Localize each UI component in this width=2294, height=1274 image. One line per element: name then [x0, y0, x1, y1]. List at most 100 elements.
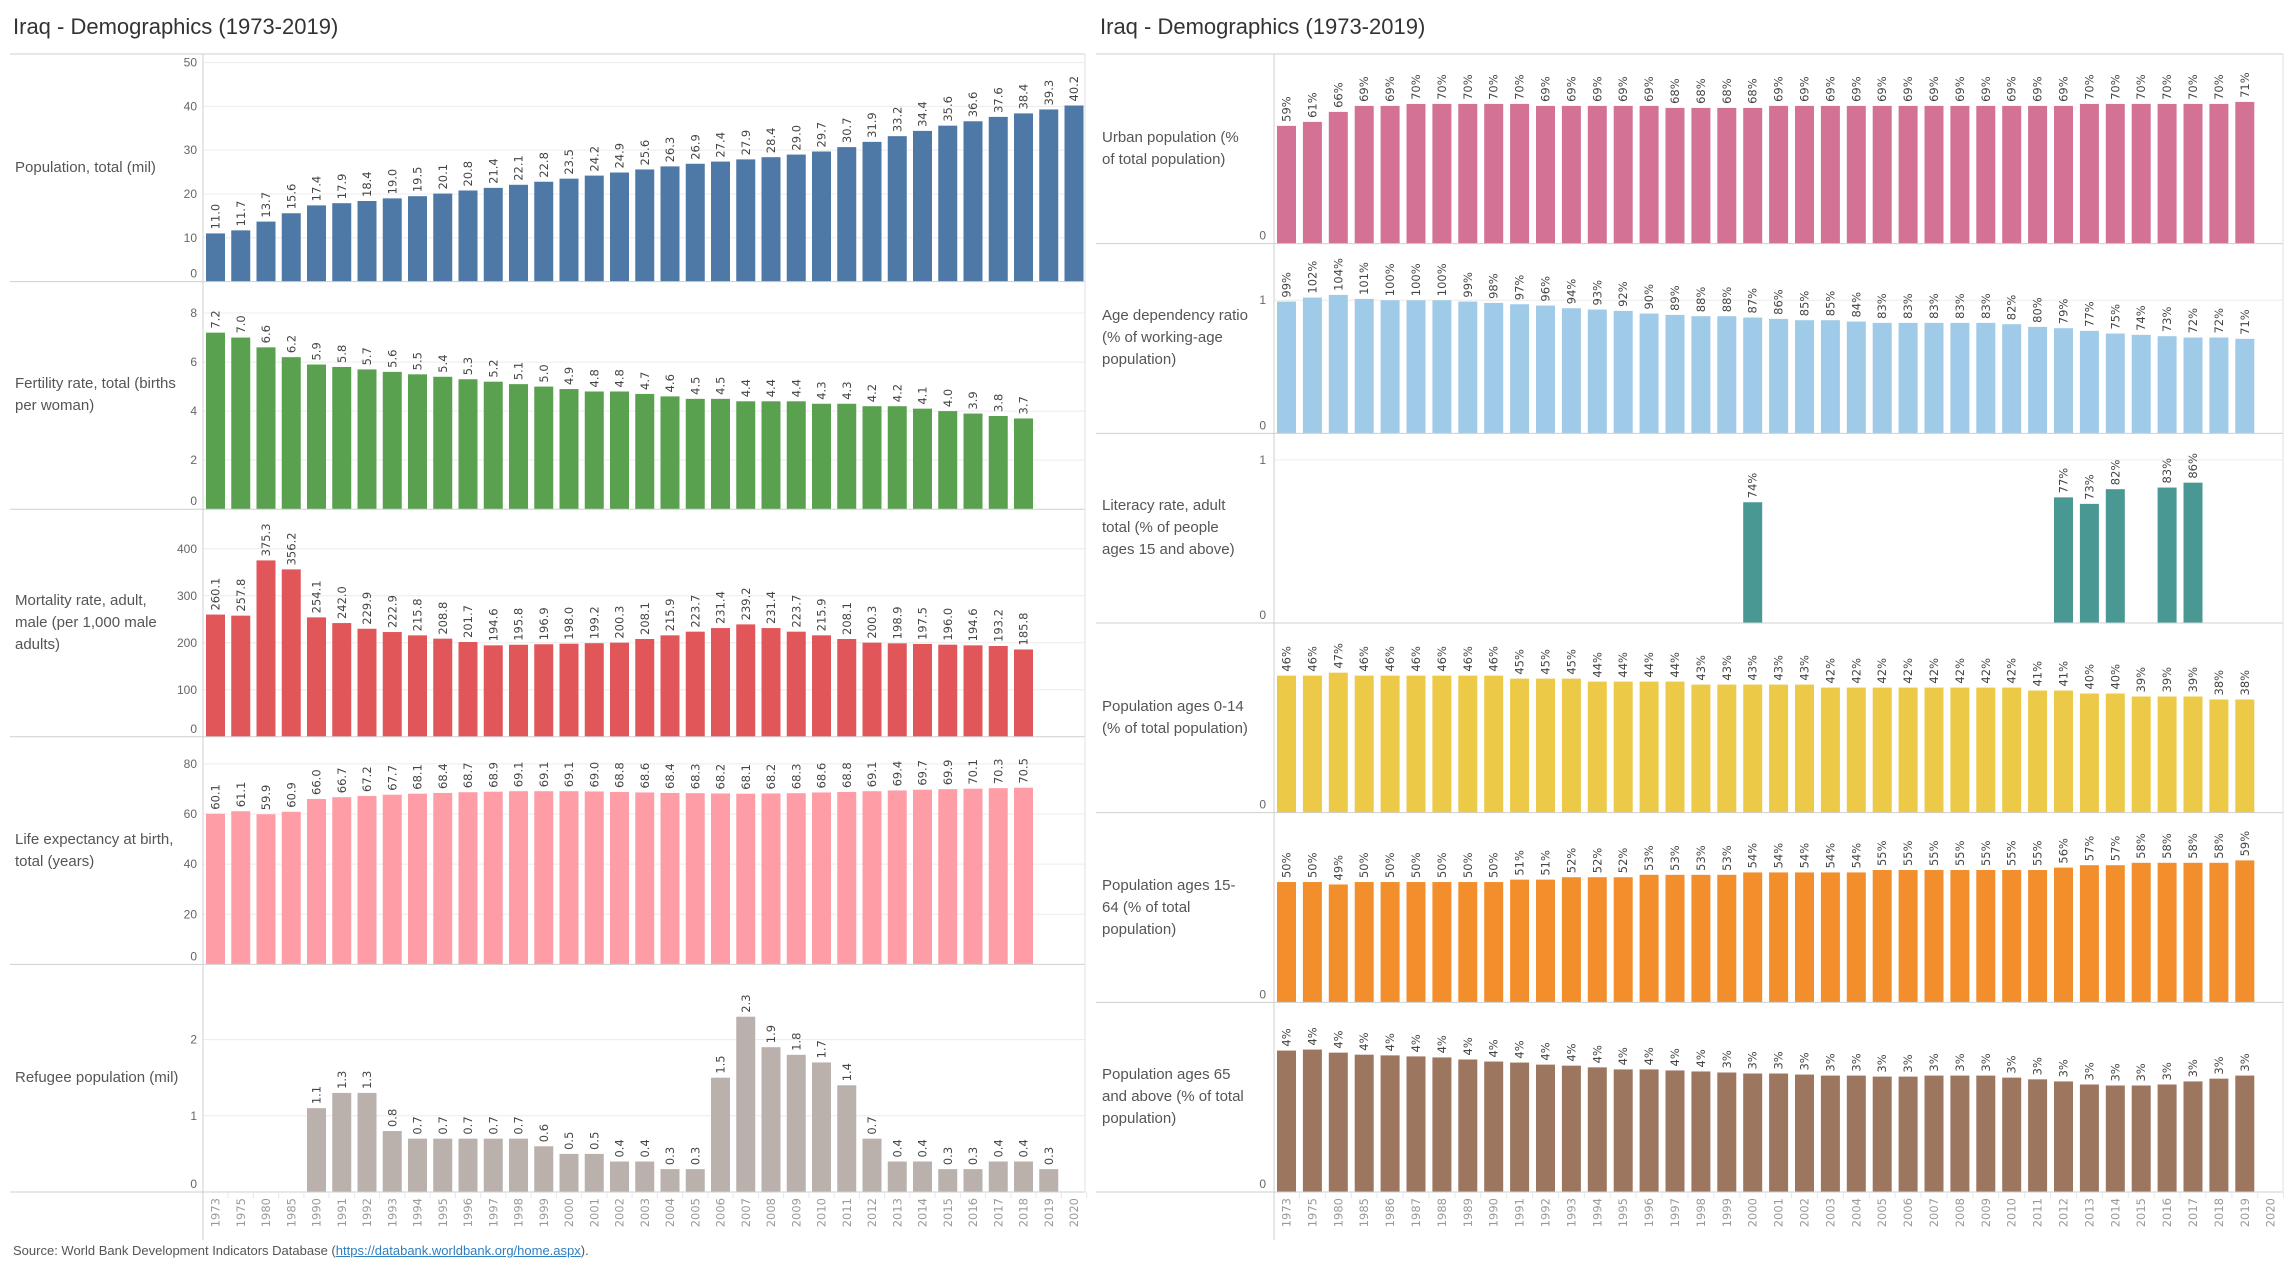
bar[interactable] — [534, 1146, 554, 1192]
bar[interactable] — [1354, 882, 1374, 1003]
bar[interactable] — [786, 631, 806, 737]
bar[interactable] — [635, 393, 655, 510]
bar[interactable] — [1924, 1075, 1944, 1193]
bar[interactable] — [382, 1131, 402, 1192]
bar[interactable] — [307, 205, 326, 282]
bar[interactable] — [483, 1138, 503, 1192]
bar[interactable] — [1039, 1169, 1059, 1192]
bar[interactable] — [332, 1092, 352, 1192]
bar[interactable] — [2028, 105, 2048, 244]
bar[interactable] — [938, 125, 958, 282]
bar[interactable] — [1898, 105, 1918, 244]
bar[interactable] — [1639, 313, 1659, 434]
bar[interactable] — [382, 198, 402, 282]
bar[interactable] — [1639, 874, 1659, 1003]
bar[interactable] — [1561, 678, 1581, 813]
bar[interactable] — [281, 569, 301, 737]
bar[interactable] — [1820, 872, 1840, 1003]
bar[interactable] — [584, 391, 604, 510]
bar[interactable] — [1354, 1054, 1374, 1193]
bar[interactable] — [1354, 675, 1374, 813]
bar[interactable] — [458, 379, 478, 510]
bar[interactable] — [534, 791, 554, 965]
bar[interactable] — [1510, 879, 1530, 1003]
bar[interactable] — [1536, 678, 1555, 813]
bar[interactable] — [1484, 103, 1504, 244]
bar[interactable] — [1380, 105, 1400, 244]
bar[interactable] — [1064, 105, 1084, 282]
bar[interactable] — [1872, 1076, 1892, 1193]
bar[interactable] — [584, 175, 604, 282]
bar[interactable] — [1898, 1076, 1918, 1193]
bar[interactable] — [685, 398, 705, 510]
bar[interactable] — [2131, 1085, 2151, 1193]
bar[interactable] — [2183, 103, 2203, 244]
bar[interactable] — [2235, 101, 2255, 244]
bar[interactable] — [1484, 675, 1504, 813]
bar[interactable] — [1717, 874, 1737, 1003]
bar[interactable] — [1587, 877, 1607, 1003]
bar[interactable] — [256, 347, 276, 510]
bar[interactable] — [2209, 103, 2229, 244]
bar[interactable] — [408, 196, 427, 282]
bar[interactable] — [1406, 675, 1426, 813]
bar[interactable] — [1277, 1050, 1296, 1193]
bar[interactable] — [1536, 305, 1555, 434]
bar[interactable] — [1380, 675, 1400, 813]
bar[interactable] — [736, 1016, 756, 1192]
bar[interactable] — [1406, 103, 1426, 244]
bar[interactable] — [1328, 1052, 1348, 1193]
bar[interactable] — [913, 1161, 932, 1192]
bar[interactable] — [2002, 1077, 2022, 1193]
bar[interactable] — [206, 614, 225, 737]
bar[interactable] — [1354, 298, 1374, 434]
bar[interactable] — [1976, 322, 1996, 434]
bar[interactable] — [509, 384, 528, 510]
bar[interactable] — [408, 635, 427, 737]
bar[interactable] — [1639, 105, 1659, 244]
bar[interactable] — [1743, 872, 1763, 1003]
bar[interactable] — [786, 1054, 806, 1192]
bar[interactable] — [2235, 1075, 2255, 1193]
bar[interactable] — [1536, 1064, 1555, 1193]
bar[interactable] — [1458, 675, 1478, 813]
bar[interactable] — [2209, 862, 2229, 1003]
bar[interactable] — [1717, 1072, 1737, 1193]
bar[interactable] — [1846, 1075, 1866, 1193]
bar[interactable] — [559, 1153, 579, 1192]
bar[interactable] — [1302, 882, 1322, 1003]
bar[interactable] — [1432, 103, 1452, 244]
bar[interactable] — [1328, 111, 1348, 244]
bar[interactable] — [2054, 867, 2073, 1003]
bar[interactable] — [433, 792, 453, 965]
bar[interactable] — [1587, 681, 1607, 813]
bar[interactable] — [938, 789, 958, 965]
bar[interactable] — [231, 230, 251, 282]
bar[interactable] — [887, 643, 907, 737]
bar[interactable] — [1432, 1057, 1452, 1193]
bar[interactable] — [307, 364, 326, 510]
bar[interactable] — [1665, 681, 1685, 813]
bar[interactable] — [660, 635, 680, 737]
bar[interactable] — [736, 624, 756, 737]
bar[interactable] — [2105, 489, 2125, 624]
bar[interactable] — [988, 116, 1008, 282]
bar[interactable] — [1014, 113, 1033, 282]
bar[interactable] — [1820, 105, 1840, 244]
bar[interactable] — [1820, 1075, 1840, 1193]
bar[interactable] — [206, 813, 225, 965]
bar[interactable] — [1277, 675, 1296, 813]
bar[interactable] — [584, 1153, 604, 1192]
bar[interactable] — [1458, 301, 1478, 434]
bar[interactable] — [483, 187, 503, 282]
bar[interactable] — [1406, 882, 1426, 1003]
bar[interactable] — [938, 1169, 958, 1192]
bar[interactable] — [2028, 870, 2048, 1003]
bar[interactable] — [1872, 687, 1892, 813]
bar[interactable] — [1014, 1161, 1033, 1192]
bar[interactable] — [635, 792, 655, 965]
bar[interactable] — [584, 643, 604, 737]
bar[interactable] — [837, 1085, 857, 1192]
bar[interactable] — [1277, 301, 1296, 434]
bar[interactable] — [938, 644, 958, 737]
